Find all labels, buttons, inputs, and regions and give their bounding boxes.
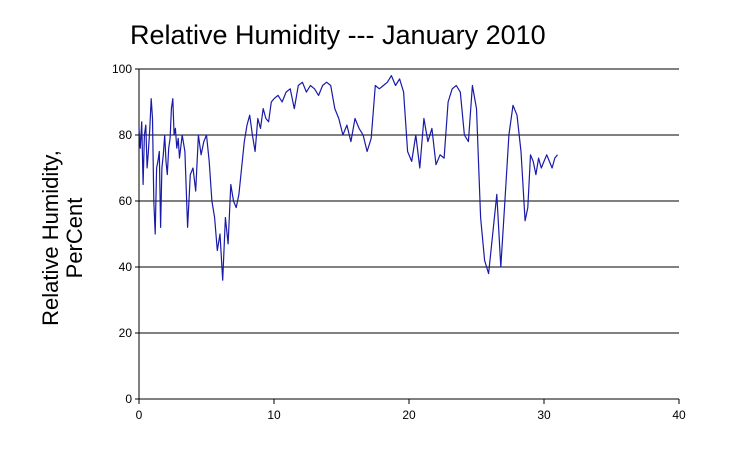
x-tick-label-30: 30 [537,408,551,422]
x-tick-label-10: 10 [267,408,281,422]
y-tick-label-100: 100 [112,62,132,76]
x-tick-labels: 0 10 20 30 40 [136,408,686,422]
axes [135,68,680,404]
data-series [138,74,558,281]
x-tick-label-40: 40 [672,408,686,422]
y-tick-label-80: 80 [119,128,133,142]
gridlines [139,68,679,334]
chart-title: Relative Humidity --- January 2010 [130,20,546,50]
y-tick-label-20: 20 [119,326,133,340]
x-tick-label-0: 0 [136,408,143,422]
y-axis-label-line-1: Relative Humidity, [38,150,63,326]
y-tick-label-60: 60 [119,194,133,208]
x-tick-label-20: 20 [402,408,416,422]
y-axis-label-line-2: PerCent [62,198,87,279]
y-tick-labels: 0 20 40 60 80 100 [112,62,132,406]
y-tick-label-0: 0 [125,392,132,406]
y-axis-label: Relative Humidity, PerCent [38,150,87,326]
y-tick-label-40: 40 [119,260,133,274]
series-line-0 [138,74,558,281]
